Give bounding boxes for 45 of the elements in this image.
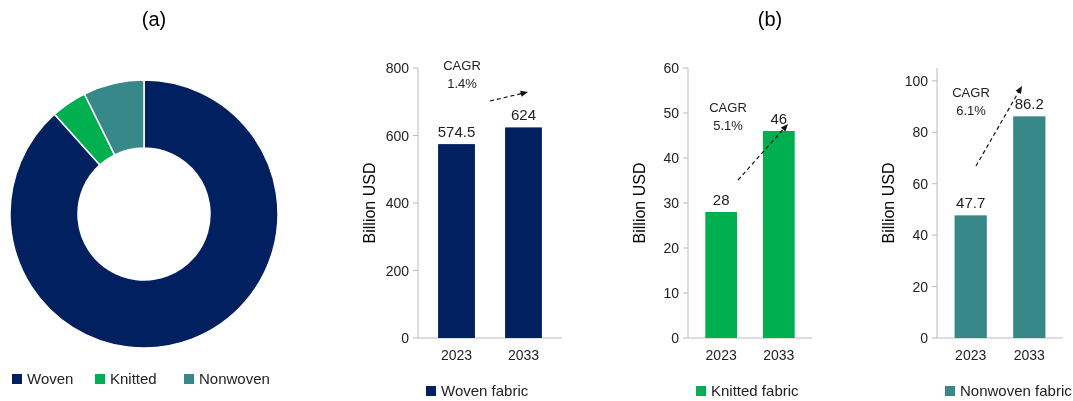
y-axis-title: Billion USD (631, 162, 648, 244)
legend-label: Knitted fabric (711, 382, 800, 399)
y-tick-label: 60 (663, 60, 680, 76)
chart-title: (a) (141, 8, 167, 30)
annotation: CAGR 6.1% (952, 85, 990, 118)
y-tick-label: 40 (912, 227, 929, 244)
y-tick-label: 50 (663, 105, 680, 121)
data-label: 624 (510, 106, 536, 124)
y-tick-label: 40 (663, 150, 680, 166)
data-label: 86.2 (1014, 95, 1044, 113)
y-tick-label: 600 (385, 127, 410, 144)
data-label: 47.7 (956, 194, 986, 212)
y-tick-label: 10 (663, 285, 680, 301)
y-tick-label: 200 (385, 262, 410, 279)
y-tick-label: 0 (920, 330, 929, 346)
annotation: CAGR 5.1% (709, 100, 747, 133)
annotation: CAGR 1.4% (443, 58, 481, 91)
x-tick-label: 2023 (705, 347, 737, 363)
legend-label: Nonwoven fabric (960, 382, 1073, 399)
x-tick-label: 2033 (1013, 347, 1046, 363)
y-tick-label: 30 (663, 195, 680, 211)
y-tick-label: 400 (385, 195, 410, 211)
data-label: 28 (712, 191, 730, 208)
y-tick-label: 60 (912, 175, 929, 192)
y-tick-label: 20 (912, 278, 929, 295)
x-tick-label: 2023 (955, 347, 987, 363)
y-tick-label: 0 (671, 330, 680, 346)
y-axis-title: Billion USD (880, 162, 897, 244)
y-tick-label: 20 (663, 240, 680, 256)
legend-label: Nonwoven (199, 370, 270, 387)
donut-slice (9, 79, 279, 349)
data-label: 46 (770, 110, 788, 127)
y-tick-label: 0 (401, 330, 410, 346)
y-tick-label: 800 (385, 60, 410, 76)
x-tick-label: 2023 (440, 347, 473, 363)
legend-label: Knitted (110, 370, 157, 387)
legend-label: Woven (27, 370, 74, 387)
data-label: 574.5 (437, 123, 476, 141)
legend-label: Woven fabric (441, 382, 529, 399)
y-axis-title: Billion USD (361, 162, 378, 244)
y-tick-label: 100 (904, 72, 929, 89)
x-tick-label: 2033 (507, 347, 540, 363)
chart-title: (b) (757, 8, 783, 30)
y-tick-label: 80 (912, 124, 929, 141)
x-tick-label: 2033 (763, 347, 795, 363)
